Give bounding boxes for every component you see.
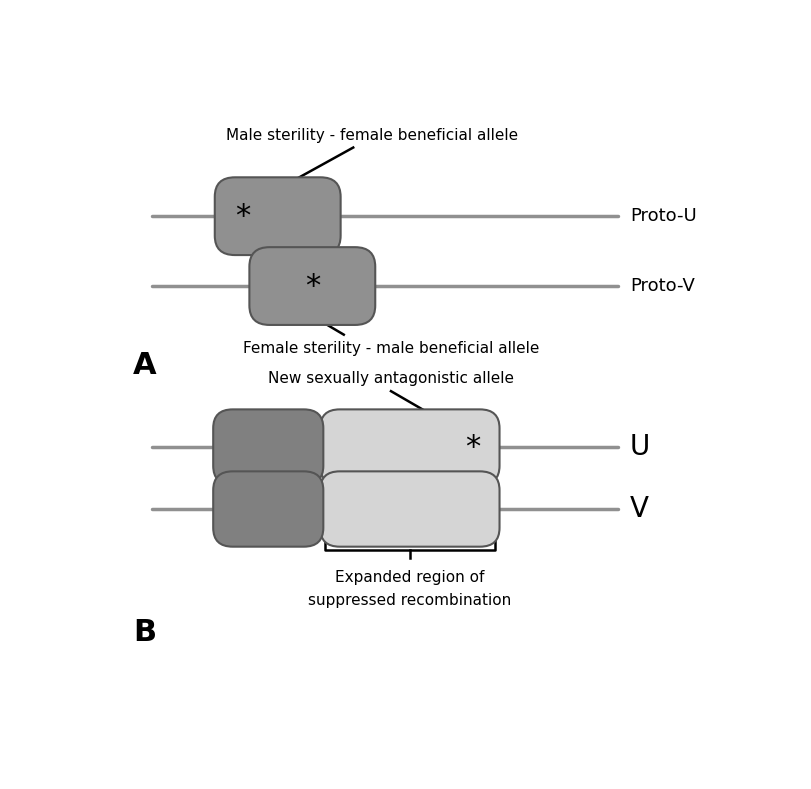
FancyBboxPatch shape: [215, 178, 341, 255]
Text: *: *: [304, 271, 320, 301]
Text: Expanded region of: Expanded region of: [335, 570, 484, 585]
Text: Male sterility - female beneficial allele: Male sterility - female beneficial allel…: [225, 129, 517, 144]
Text: *: *: [235, 202, 251, 230]
Text: V: V: [629, 495, 648, 523]
Text: Female sterility - male beneficial allele: Female sterility - male beneficial allel…: [242, 341, 539, 356]
Text: New sexually antagonistic allele: New sexually antagonistic allele: [268, 372, 513, 387]
FancyBboxPatch shape: [249, 247, 375, 325]
Text: *: *: [465, 432, 480, 462]
Text: U: U: [629, 433, 650, 461]
FancyBboxPatch shape: [320, 409, 499, 484]
Text: Proto-U: Proto-U: [629, 208, 696, 225]
Text: Proto-V: Proto-V: [629, 277, 694, 295]
Text: B: B: [133, 618, 156, 647]
Text: A: A: [133, 350, 157, 380]
FancyBboxPatch shape: [213, 471, 323, 547]
FancyBboxPatch shape: [320, 471, 499, 547]
Text: suppressed recombination: suppressed recombination: [308, 593, 511, 608]
FancyBboxPatch shape: [213, 409, 323, 484]
